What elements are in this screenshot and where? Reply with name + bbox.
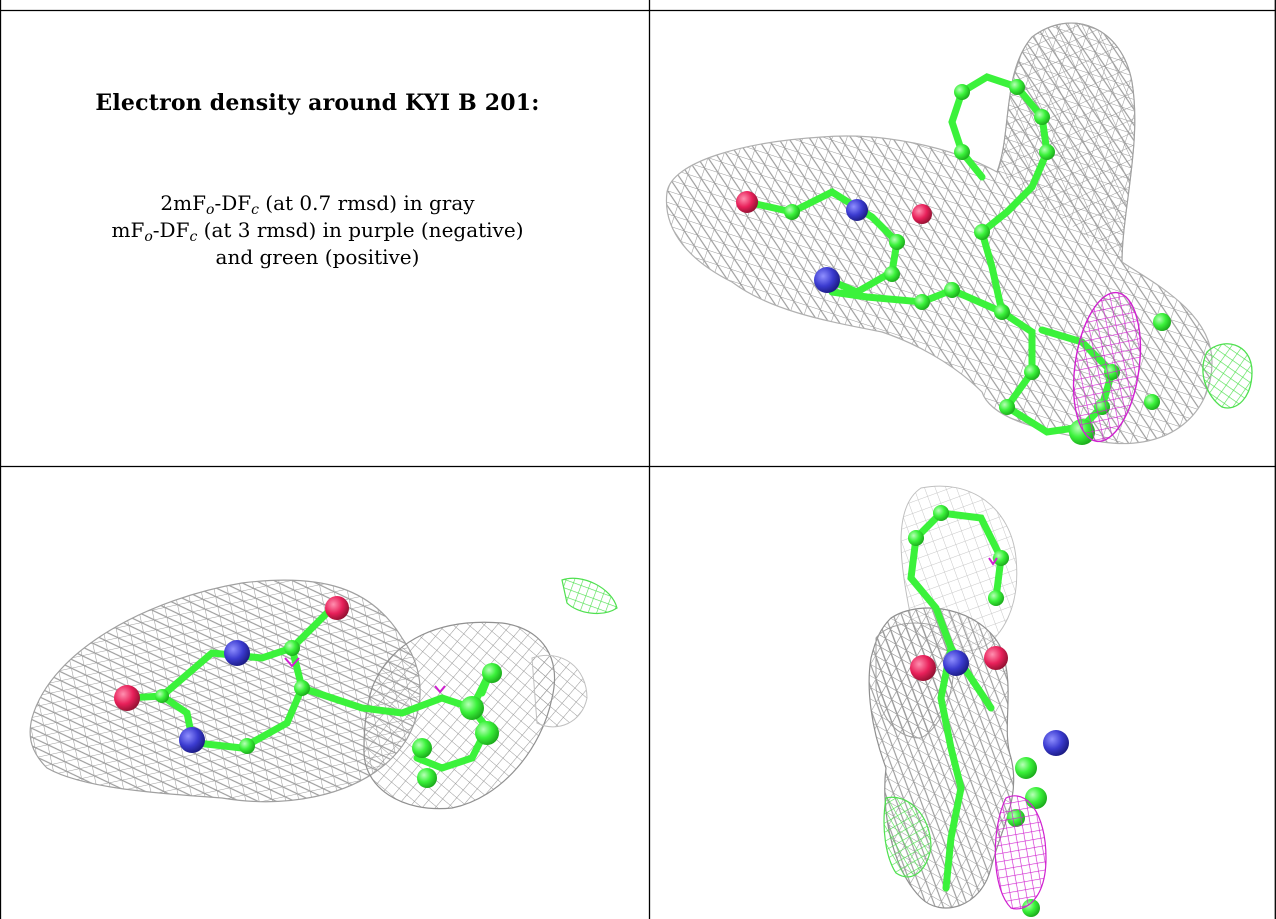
oxygen-atom: [910, 655, 936, 681]
density-view-top-right: [652, 12, 1274, 464]
atom-spheres: [736, 79, 1171, 445]
carbon-atom: [933, 505, 949, 521]
nitrogen-atom: [224, 640, 250, 666]
carbon-atom: [1024, 364, 1040, 380]
carbon-atom: [460, 696, 484, 720]
carbon-atom: [944, 282, 960, 298]
carbon-atom: [412, 738, 432, 758]
carbon-atom: [889, 234, 905, 250]
carbon-atom: [994, 304, 1010, 320]
carbon-atom: [417, 768, 437, 788]
map2-line: mFo-DFc (at 3 rmsd) in purple (negative): [111, 218, 524, 245]
nitrogen-atom: [846, 199, 868, 221]
carbon-atom: [1034, 109, 1050, 125]
carbon-atom: [239, 738, 255, 754]
carbon-atom: [1015, 757, 1037, 779]
carbon-atom: [294, 680, 310, 696]
nitrogen-atom: [179, 727, 205, 753]
carbon-atom: [974, 224, 990, 240]
density-view-bottom-right: [651, 468, 1274, 919]
carbon-atom: [908, 530, 924, 546]
carbon-atom: [954, 144, 970, 160]
carbon-atom: [988, 590, 1004, 606]
carbon-atom: [1144, 394, 1160, 410]
caption-cell: Electron density around KYI B 201: 2mFo-…: [20, 90, 615, 271]
nitrogen-atom: [814, 267, 840, 293]
carbon-atom: [284, 640, 300, 656]
carbon-atom: [1153, 313, 1171, 331]
oxygen-atom: [984, 646, 1008, 670]
carbon-atom: [784, 204, 800, 220]
carbon-atom: [914, 294, 930, 310]
carbon-atom: [482, 663, 502, 683]
carbon-atom: [993, 550, 1009, 566]
carbon-atom: [475, 721, 499, 745]
oxygen-atom: [114, 685, 140, 711]
carbon-atom: [884, 266, 900, 282]
carbon-atom: [1039, 144, 1055, 160]
carbon-atom: [155, 689, 169, 703]
nitrogen-atom: [943, 650, 969, 676]
oxygen-atom: [325, 596, 349, 620]
carbon-atom: [999, 399, 1015, 415]
map2-line2: and green (positive): [215, 245, 420, 269]
carbon-atom: [954, 84, 970, 100]
oxygen-atom: [912, 204, 932, 224]
density-view-bottom-left: [2, 468, 648, 919]
nitrogen-atom: [1043, 730, 1069, 756]
map-description: 2mFo-DFc (at 0.7 rmsd) in gray mFo-DFc (…: [20, 190, 615, 271]
atom-spheres: [114, 596, 502, 788]
oxygen-atom: [736, 191, 758, 213]
map1-line: 2mFo-DFc (at 0.7 rmsd) in gray: [160, 191, 475, 218]
figure-title: Electron density around KYI B 201:: [95, 90, 540, 116]
carbon-atom: [1009, 79, 1025, 95]
